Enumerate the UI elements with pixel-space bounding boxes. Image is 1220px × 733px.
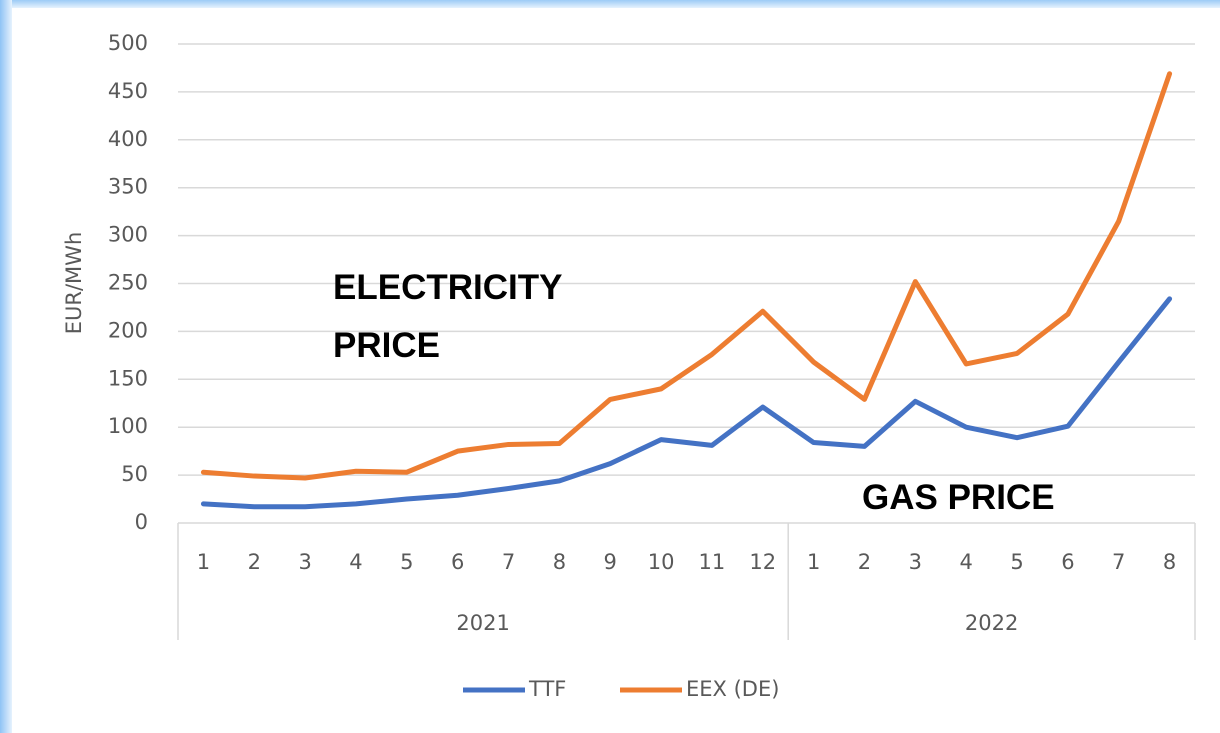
x-tick-label: 3 [298,550,311,574]
x-tick-label: 8 [553,550,566,574]
x-tick-label: 1 [807,550,820,574]
x-tick-label: 5 [1010,550,1023,574]
x-tick-label: 8 [1163,550,1176,574]
x-tick-label: 10 [648,550,675,574]
x-group-label: 2021 [456,611,509,635]
y-tick-label: 50 [121,462,148,486]
y-tick-label: 400 [108,127,148,151]
x-tick-label: 9 [604,550,617,574]
x-tick-label: 7 [502,550,515,574]
y-tick-label: 150 [108,366,148,390]
y-tick-label: 300 [108,223,148,247]
x-group-label: 2022 [965,611,1018,635]
frame-left [0,0,12,733]
y-tick-label: 450 [108,79,148,103]
annotation-line: GAS PRICE [862,478,1055,517]
y-tick-label: 250 [108,271,148,295]
x-tick-label: 4 [349,550,362,574]
legend-label: EEX (DE) [686,677,779,701]
y-tick-label: 200 [108,318,148,342]
y-tick-label: 500 [108,31,148,55]
frame-top [0,0,1220,8]
series-line [200,71,1173,481]
y-axis-label: EUR/MWh [62,232,86,335]
x-tick-label: 11 [699,550,726,574]
series-line [200,296,1173,510]
y-tick-label: 350 [108,175,148,199]
y-tick-label: 0 [135,510,148,534]
annotation-line: ELECTRICITY [333,268,562,307]
x-tick-label: 6 [451,550,464,574]
x-tick-label: 3 [909,550,922,574]
annotation: GAS PRICE [862,478,1055,517]
x-tick-label: 4 [959,550,972,574]
legend-label: TTF [528,677,566,701]
x-tick-label: 1 [197,550,210,574]
annotation: ELECTRICITY PRICE [333,268,562,365]
x-tick-label: 12 [749,550,776,574]
x-tick-label: 2 [858,550,871,574]
x-tick-label: 2 [248,550,261,574]
y-tick-label: 100 [108,414,148,438]
x-tick-label: 7 [1112,550,1125,574]
x-tick-label: 5 [400,550,413,574]
annotation-line: PRICE [333,326,440,365]
x-tick-label: 6 [1061,550,1074,574]
